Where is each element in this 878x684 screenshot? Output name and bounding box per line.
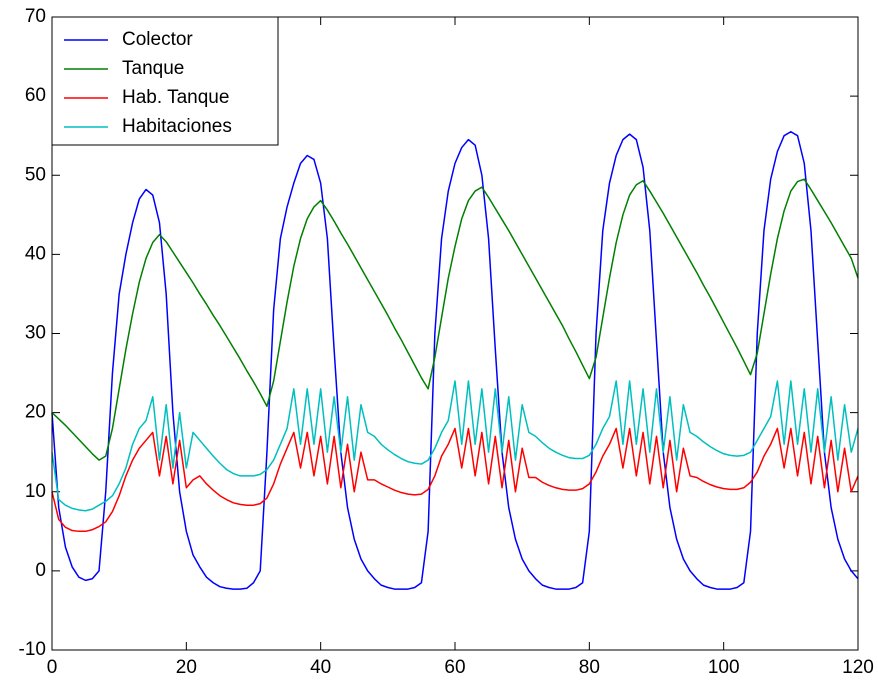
y-tick-label: 50 (25, 164, 46, 185)
y-tick-label: 30 (25, 323, 46, 344)
y-tick-label: 60 (25, 85, 46, 106)
series-line (51, 427, 859, 533)
x-tick-label: 40 (310, 657, 331, 678)
legend-label: Hab. Tanque (122, 87, 229, 108)
y-tick-label: 0 (35, 560, 46, 581)
y-tick-label: 20 (25, 402, 46, 423)
legend-label: Colector (122, 29, 193, 50)
series-line (51, 380, 859, 512)
legend-label: Tanque (122, 58, 184, 79)
x-tick-label: 20 (176, 657, 197, 678)
series-line (51, 130, 859, 590)
plot-frame (51, 16, 859, 651)
y-tick-label: -10 (19, 639, 46, 660)
y-tick-label: 70 (25, 6, 46, 27)
x-tick-label: 100 (708, 657, 740, 678)
x-tick-label: 60 (444, 657, 465, 678)
x-tick-label: 0 (47, 657, 58, 678)
legend-label: Habitaciones (122, 116, 232, 137)
x-tick-label: 120 (842, 657, 874, 678)
y-tick-label: 10 (25, 481, 46, 502)
legend-box (51, 16, 279, 146)
x-tick-label: 80 (579, 657, 600, 678)
y-tick-label: 40 (25, 243, 46, 264)
series-line (51, 178, 859, 461)
legend: Colector Tanque Hab. Tanque Habitaciones (51, 16, 279, 146)
